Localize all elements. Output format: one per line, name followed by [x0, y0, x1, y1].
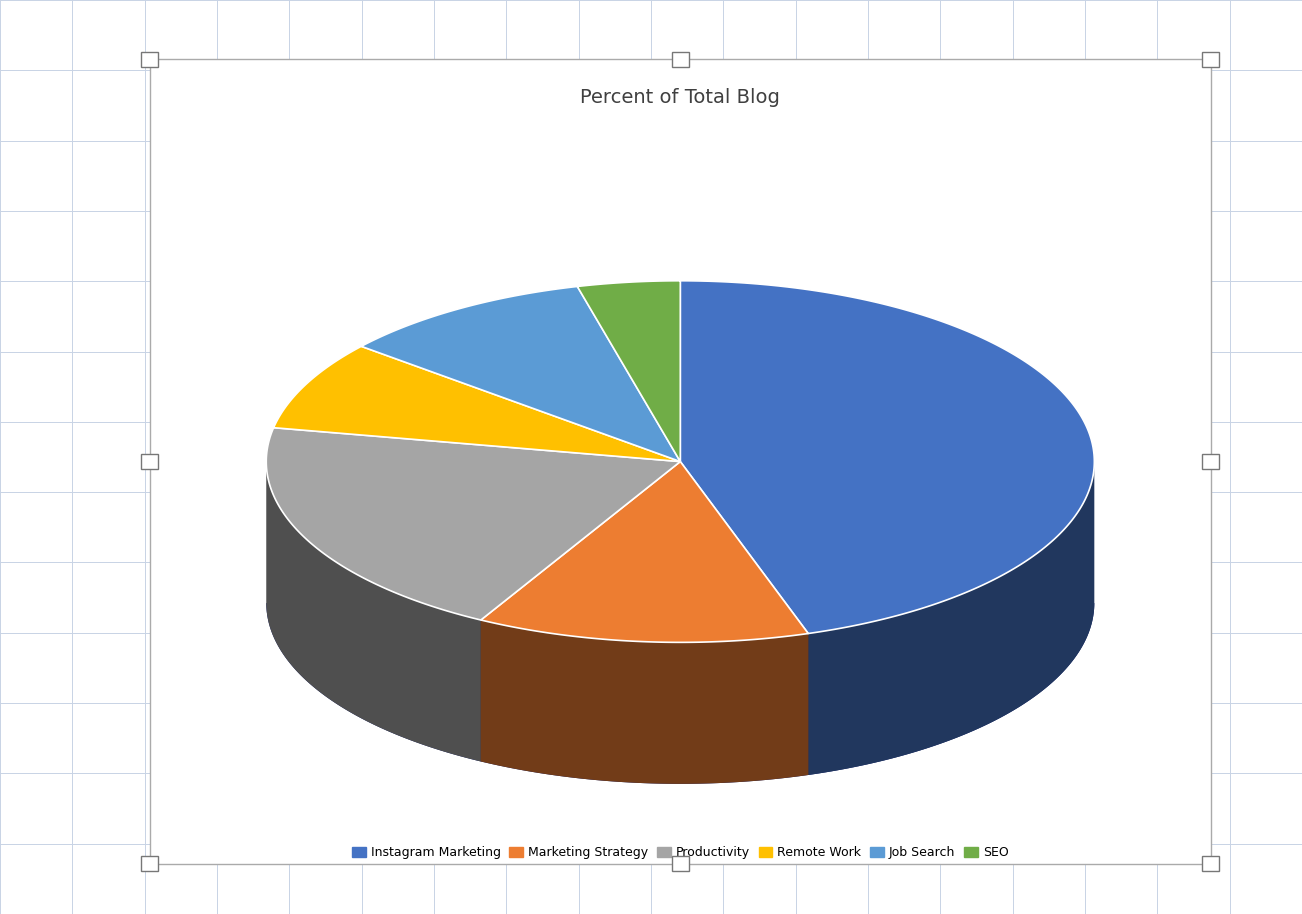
- Polygon shape: [267, 428, 680, 620]
- Polygon shape: [480, 462, 809, 643]
- Polygon shape: [680, 281, 1094, 633]
- Polygon shape: [361, 286, 680, 462]
- Polygon shape: [266, 603, 1094, 784]
- Polygon shape: [273, 346, 680, 462]
- Polygon shape: [680, 462, 809, 775]
- Polygon shape: [577, 281, 680, 462]
- Polygon shape: [480, 462, 680, 761]
- Polygon shape: [480, 620, 809, 784]
- Polygon shape: [680, 462, 809, 775]
- Legend: Instagram Marketing, Marketing Strategy, Productivity, Remote Work, Job Search, : Instagram Marketing, Marketing Strategy,…: [346, 841, 1014, 864]
- Text: Percent of Total Blog: Percent of Total Blog: [581, 89, 780, 107]
- Polygon shape: [480, 462, 680, 761]
- Polygon shape: [809, 463, 1094, 775]
- Polygon shape: [267, 462, 480, 761]
